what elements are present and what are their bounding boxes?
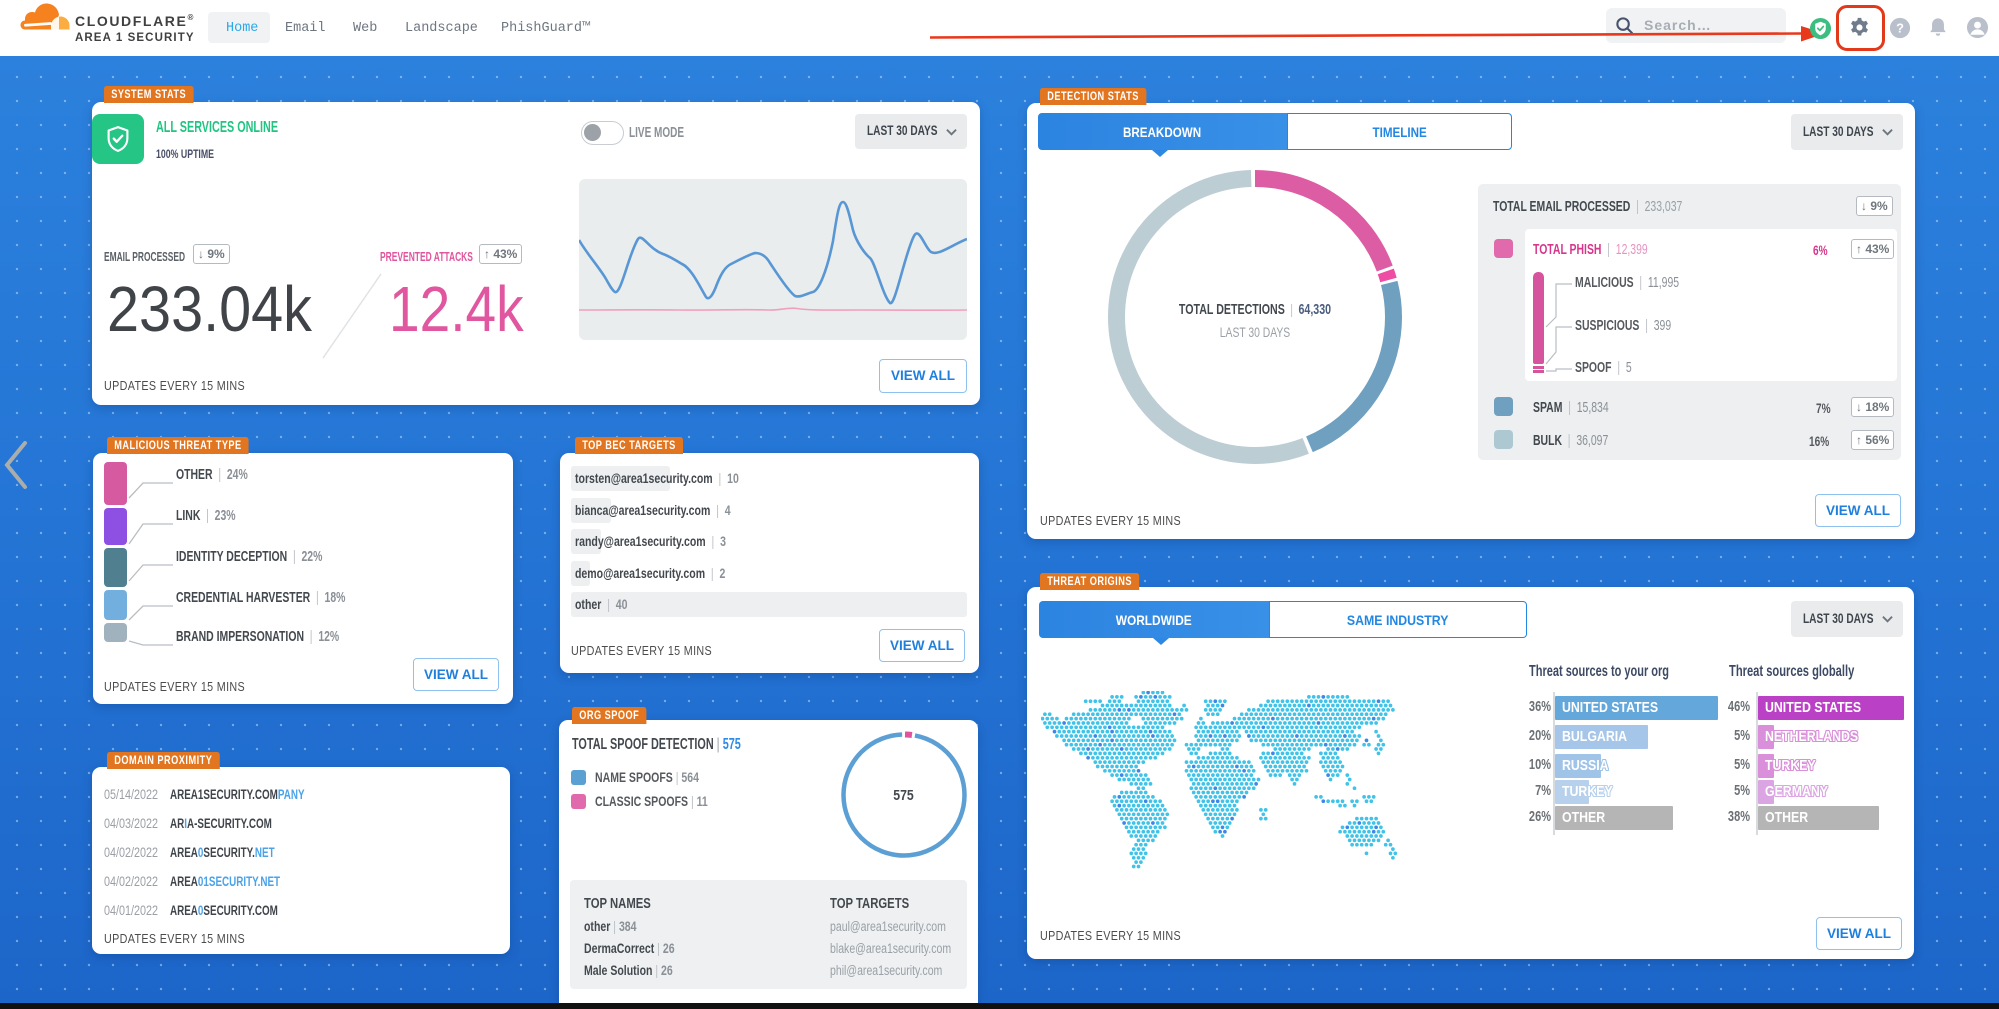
svg-text:?: ? — [1896, 21, 1904, 36]
